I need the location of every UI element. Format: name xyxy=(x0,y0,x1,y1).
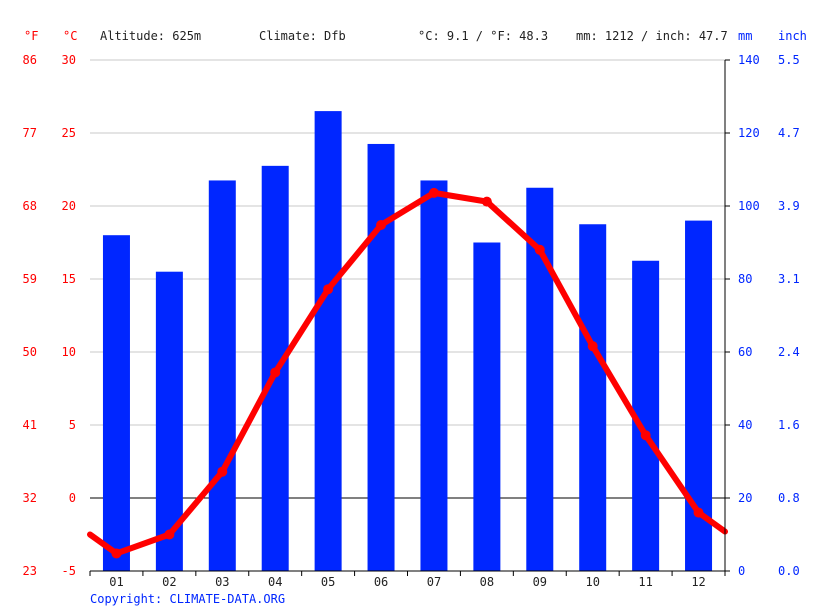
temperature-point xyxy=(217,466,228,477)
y-right-mm-label: 20 xyxy=(738,491,752,505)
y-right-inch-label: 2.4 xyxy=(778,345,800,359)
x-tick-label: 03 xyxy=(215,575,229,589)
y-right-mm-label: 100 xyxy=(738,199,760,213)
precipitation-bar xyxy=(367,143,395,571)
temperature-point xyxy=(428,187,439,198)
y-left-celsius-label: 10 xyxy=(62,345,76,359)
y-right-inch-label: 5.5 xyxy=(778,53,800,67)
x-tick-label: 07 xyxy=(427,575,441,589)
y-right-inch-label: 4.7 xyxy=(778,126,800,140)
y-left-celsius-label: 5 xyxy=(69,418,76,432)
unit-mm-label: mm xyxy=(738,29,752,43)
y-right-inch-label: 0.0 xyxy=(778,564,800,578)
y-left-fahrenheit-label: 59 xyxy=(23,272,37,286)
y-right-inch-label: 1.6 xyxy=(778,418,800,432)
y-right-mm-label: 0 xyxy=(738,564,745,578)
temperature-point xyxy=(587,341,598,352)
precipitation-bar xyxy=(420,180,448,571)
temperature-point xyxy=(481,196,492,207)
y-left-celsius-label: 25 xyxy=(62,126,76,140)
x-tick-label: 12 xyxy=(691,575,705,589)
unit-f-label: °F xyxy=(24,29,38,43)
y-left-fahrenheit-label: 68 xyxy=(23,199,37,213)
y-right-inch-label: 0.8 xyxy=(778,491,800,505)
precipitation-bar xyxy=(314,111,342,571)
temperature-point xyxy=(376,219,387,230)
temperature-point xyxy=(640,430,651,441)
x-tick-label: 02 xyxy=(162,575,176,589)
y-left-fahrenheit-label: 41 xyxy=(23,418,37,432)
unit-c-label: °C xyxy=(63,29,77,43)
climate-label: Climate: Dfb xyxy=(259,29,346,43)
y-left-celsius-label: 30 xyxy=(62,53,76,67)
unit-inch-label: inch xyxy=(778,29,807,43)
temperature-point xyxy=(111,548,122,559)
y-left-fahrenheit-label: 77 xyxy=(23,126,37,140)
y-left-celsius-label: 15 xyxy=(62,272,76,286)
x-tick-label: 08 xyxy=(480,575,494,589)
grid-layer xyxy=(90,59,725,572)
x-tick-label: 09 xyxy=(533,575,547,589)
y-right-mm-label: 120 xyxy=(738,126,760,140)
precipitation-total-label: mm: 1212 / inch: 47.7 xyxy=(576,29,728,43)
y-right-mm-label: 60 xyxy=(738,345,752,359)
y-right-mm-label: 80 xyxy=(738,272,752,286)
temperature-point xyxy=(270,367,281,378)
temperature-point xyxy=(323,284,334,295)
x-tick-label: 05 xyxy=(321,575,335,589)
y-left-fahrenheit-label: 23 xyxy=(23,564,37,578)
y-right-mm-label: 40 xyxy=(738,418,752,432)
x-tick-label: 10 xyxy=(585,575,599,589)
y-right-inch-label: 3.9 xyxy=(778,199,800,213)
y-left-celsius-label: 20 xyxy=(62,199,76,213)
precipitation-bar xyxy=(473,242,501,571)
temperature-point xyxy=(534,244,545,255)
copyright-link[interactable]: Copyright: CLIMATE-DATA.ORG xyxy=(90,592,285,606)
y-left-celsius-label: 0 xyxy=(69,491,76,505)
y-left-fahrenheit-label: 50 xyxy=(23,345,37,359)
temperature-point xyxy=(693,507,704,518)
y-right-inch-label: 3.1 xyxy=(778,272,800,286)
temperature-average-label: °C: 9.1 / °F: 48.3 xyxy=(418,29,548,43)
precipitation-bar xyxy=(208,180,236,571)
line-layer xyxy=(87,187,728,559)
y-right-mm-label: 140 xyxy=(738,53,760,67)
y-left-fahrenheit-label: 86 xyxy=(23,53,37,67)
temperature-point xyxy=(164,529,175,540)
altitude-label: Altitude: 625m xyxy=(100,29,201,43)
y-left-fahrenheit-label: 32 xyxy=(23,491,37,505)
x-tick-label: 06 xyxy=(374,575,388,589)
y-left-celsius-label: -5 xyxy=(62,564,76,578)
temperature-line xyxy=(87,189,728,557)
precipitation-bar xyxy=(579,224,607,571)
x-tick-label: 01 xyxy=(109,575,123,589)
precipitation-bar xyxy=(102,235,130,571)
x-tick-label: 11 xyxy=(638,575,652,589)
x-tick-label: 04 xyxy=(268,575,282,589)
